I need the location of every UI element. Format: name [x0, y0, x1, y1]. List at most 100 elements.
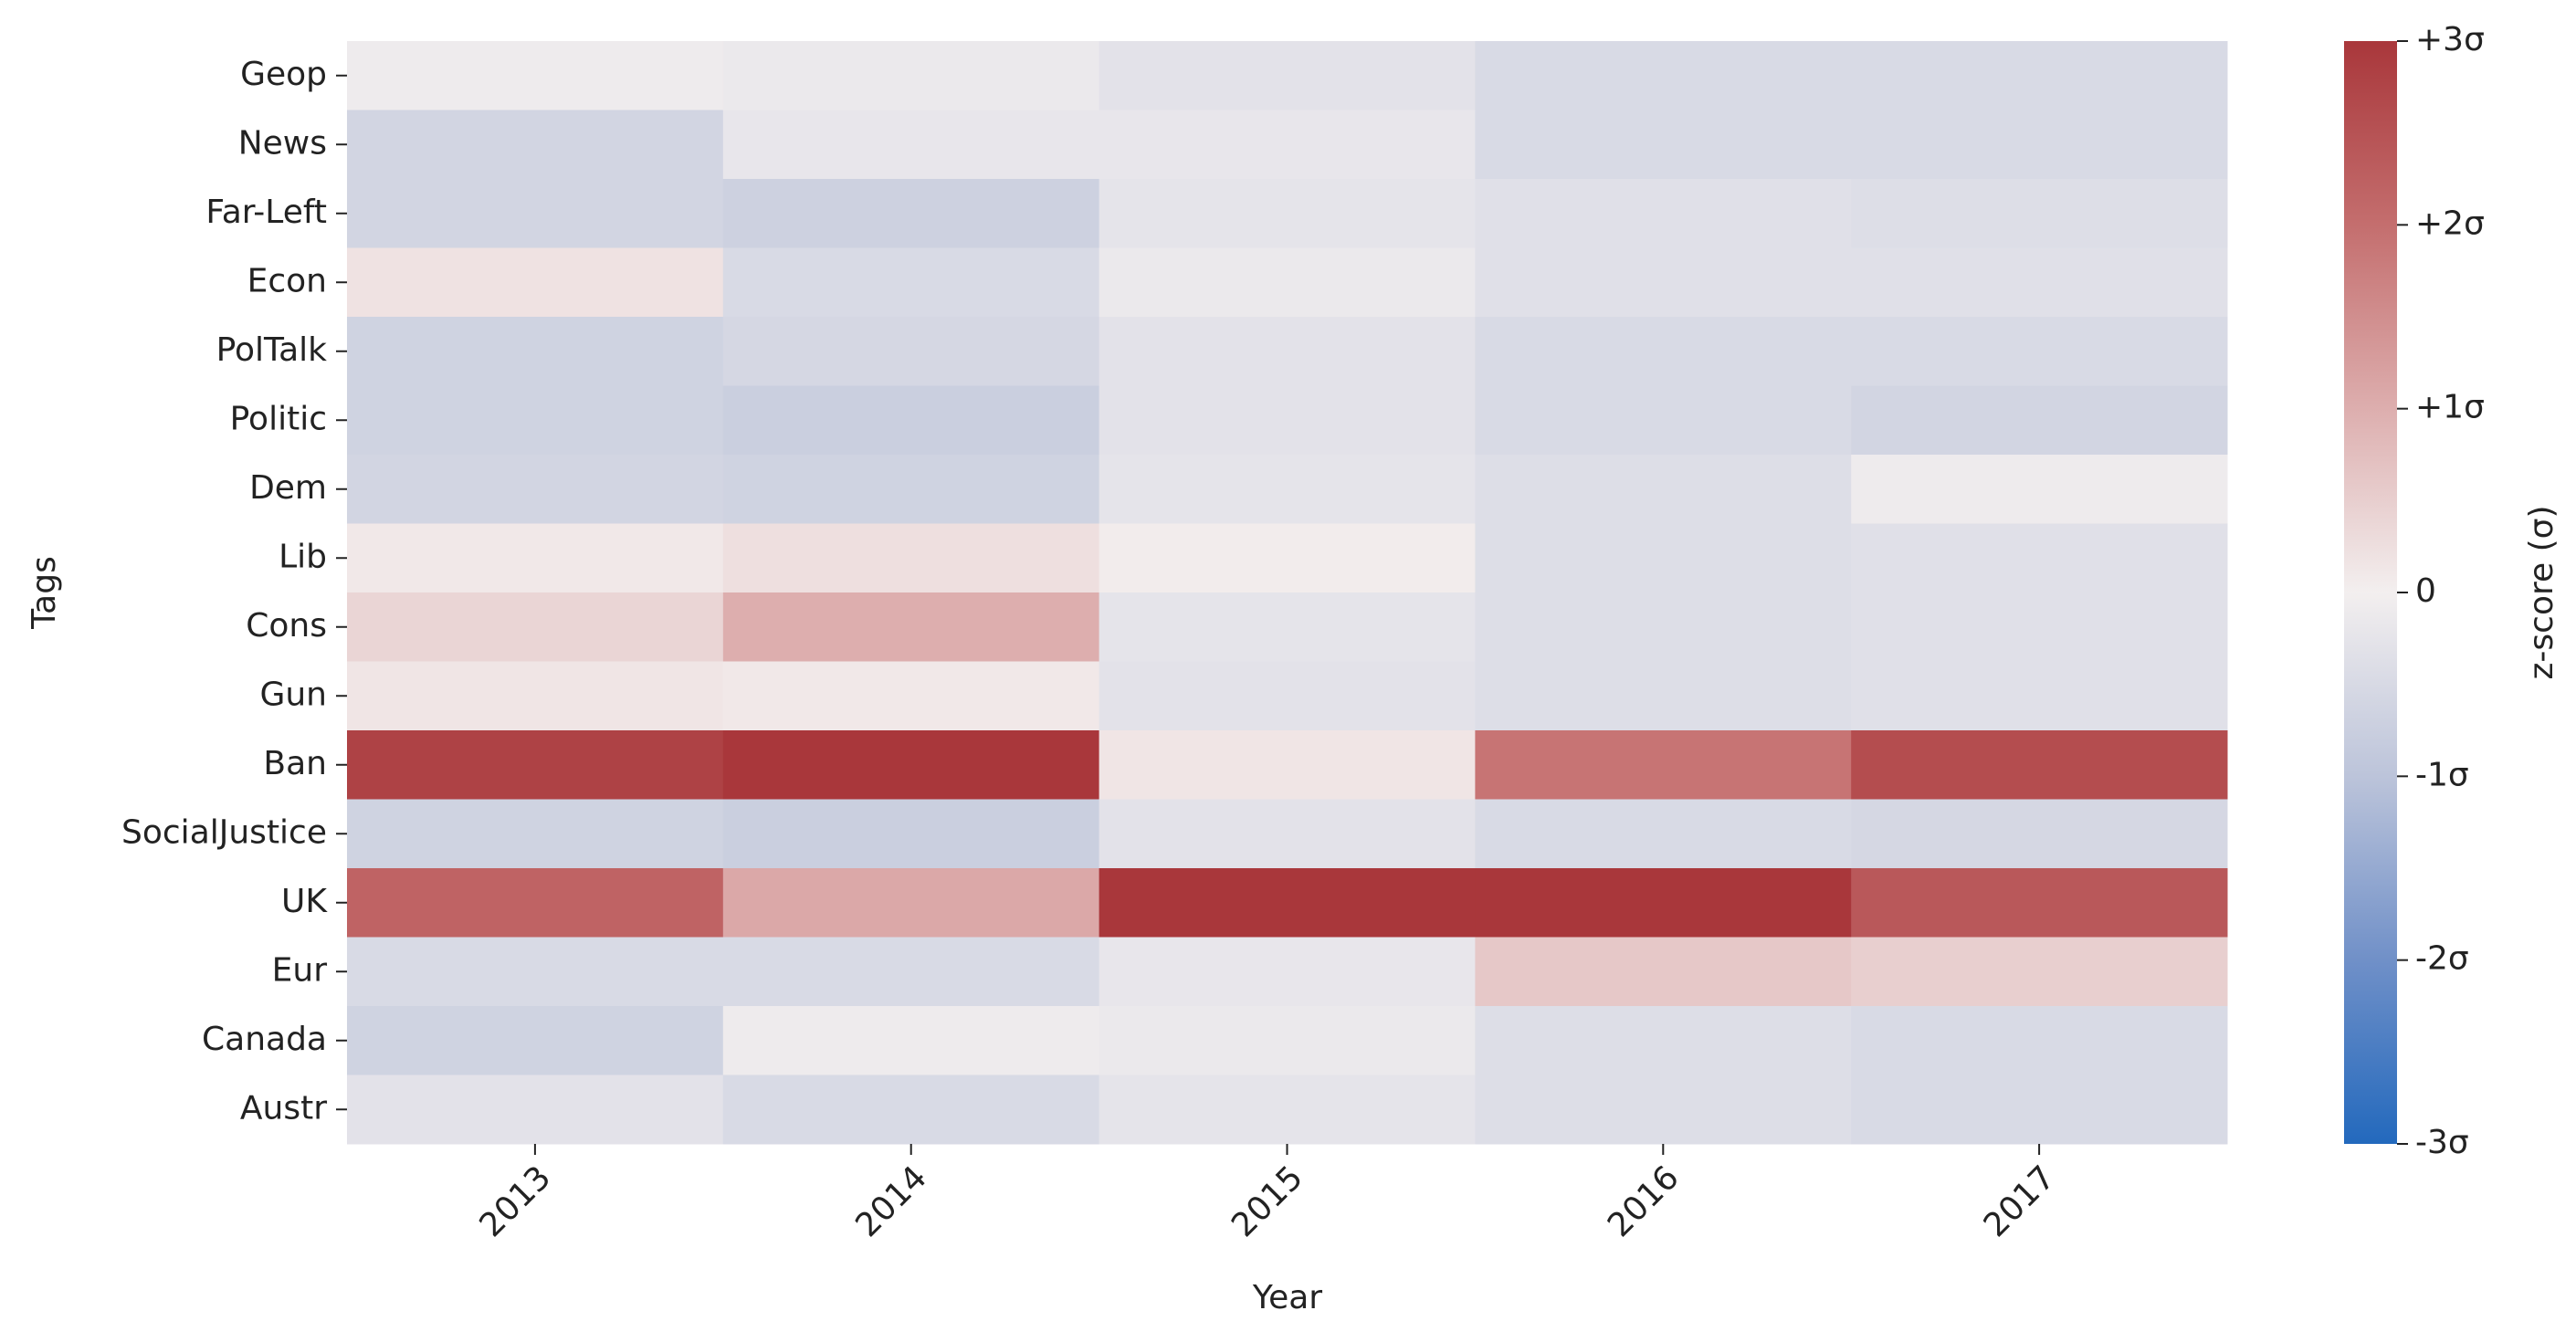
x-tick-label: 2014: [848, 1159, 934, 1244]
y-tick-label: Econ: [247, 262, 327, 299]
y-tick-label: Dem: [249, 469, 327, 507]
heatmap-cell: [1475, 661, 1852, 731]
heatmap-cell: [1099, 247, 1476, 318]
heatmap-cell: [1851, 523, 2228, 593]
heatmap-cell: [1099, 317, 1476, 386]
heatmap-cell: [722, 523, 1100, 593]
heatmap-cell: [722, 179, 1100, 248]
y-tick-label: PolTalk: [216, 331, 328, 369]
y-tick-label: Far-Left: [205, 194, 327, 231]
heatmap-cell: [1475, 592, 1852, 662]
heatmap-cell: [722, 1006, 1100, 1075]
heatmap-cell: [722, 937, 1100, 1007]
y-tick-label: UK: [281, 883, 328, 920]
heatmap-cell: [1475, 799, 1852, 869]
y-tick-label: Eur: [272, 951, 328, 989]
heatmap-cell: [1475, 247, 1852, 318]
y-tick-label: News: [238, 124, 327, 162]
heatmap-cell: [1851, 110, 2228, 180]
heatmap-cell: [1851, 317, 2228, 386]
y-tick-label: Geop: [240, 56, 327, 93]
heatmap-cell: [1099, 110, 1476, 180]
colorbar-tick-label: -2σ: [2415, 940, 2469, 978]
heatmap-cell: [1475, 523, 1852, 593]
heatmap-cell: [1099, 455, 1476, 524]
heatmap-cell: [1099, 1006, 1476, 1075]
y-tick-label: Lib: [279, 538, 327, 575]
heatmap-cell: [1851, 730, 2228, 800]
heatmap-cell: [1851, 455, 2228, 524]
heatmap-cell: [1475, 1075, 1852, 1145]
colorbar-tick-label: +1σ: [2415, 389, 2485, 426]
heatmap-cell: [347, 110, 724, 180]
colorbar-tick-label: +2σ: [2415, 204, 2485, 242]
heatmap-cell: [1099, 41, 1476, 110]
x-tick-label: 2013: [473, 1159, 559, 1244]
heatmap-cell: [1099, 592, 1476, 662]
heatmap-cell: [347, 523, 724, 593]
heatmap-cell: [347, 179, 724, 248]
heatmap-cell: [347, 730, 724, 800]
heatmap-cell: [1475, 179, 1852, 248]
heatmap-cell: [347, 1006, 724, 1075]
heatmap-cell: [1099, 868, 1476, 938]
heatmap-cell: [1099, 937, 1476, 1007]
heatmap-cell: [347, 247, 724, 318]
x-tick-label: 2016: [1601, 1159, 1687, 1244]
heatmap-cell: [1475, 41, 1852, 110]
heatmap-cell: [347, 799, 724, 869]
heatmap-cell: [1099, 523, 1476, 593]
heatmap-cell: [1851, 661, 2228, 731]
heatmap-cell: [1099, 1075, 1476, 1145]
heatmap-cell: [722, 247, 1100, 318]
heatmap-cell: [1475, 385, 1852, 456]
y-tick-label: SocialJustice: [121, 813, 327, 851]
y-tick-label: Ban: [263, 745, 327, 782]
heatmap-cell: [722, 110, 1100, 180]
heatmap-cell: [347, 1075, 724, 1145]
y-tick-label: Politic: [230, 400, 327, 437]
y-tick-label: Austr: [240, 1089, 327, 1127]
colorbar-tick-label: -1σ: [2415, 756, 2469, 793]
heatmap-cell: [722, 1075, 1100, 1145]
heatmap-cell: [1099, 179, 1476, 248]
heatmap-cell: [722, 317, 1100, 386]
heatmap-cell: [347, 592, 724, 662]
heatmap-cell: [1099, 661, 1476, 731]
heatmap-cell: [347, 868, 724, 938]
y-tick-label: Canada: [202, 1021, 327, 1058]
heatmap-cell: [722, 592, 1100, 662]
heatmap-cell: [1099, 730, 1476, 800]
colorbar: [2344, 41, 2397, 1144]
heatmap-cell: [1851, 179, 2228, 248]
heatmap-cell: [722, 41, 1100, 110]
heatmap-cell: [1851, 247, 2228, 318]
y-axis-label: Tags: [26, 556, 63, 630]
heatmap-cell: [722, 799, 1100, 869]
colorbar-label: z-score (σ): [2523, 506, 2560, 680]
heatmap-cell: [722, 455, 1100, 524]
colorbar-tick-label: 0: [2415, 572, 2436, 610]
heatmap-cell: [347, 385, 724, 456]
heatmap-cell: [1475, 937, 1852, 1007]
heatmap-cell: [1475, 455, 1852, 524]
heatmap-cell: [1475, 1006, 1852, 1075]
y-tick-label: Gun: [259, 676, 327, 713]
x-tick-label: 2015: [1225, 1159, 1310, 1244]
heatmap-cell: [1475, 868, 1852, 938]
heatmap-cell: [1475, 730, 1852, 800]
heatmap-cell: [722, 661, 1100, 731]
heatmap-cell: [1851, 937, 2228, 1007]
heatmap-cell: [1851, 1006, 2228, 1075]
heatmap-cell: [722, 385, 1100, 456]
heatmap-cell: [1851, 592, 2228, 662]
x-axis-label: Year: [1252, 1279, 1322, 1316]
heatmap-cell: [1851, 868, 2228, 938]
x-tick-label: 2017: [1977, 1159, 2063, 1244]
heatmap-cell: [722, 868, 1100, 938]
heatmap-cell: [347, 661, 724, 731]
heatmap-cell: [1851, 41, 2228, 110]
heatmap-cell: [347, 455, 724, 524]
heatmap-cell: [1475, 317, 1852, 386]
